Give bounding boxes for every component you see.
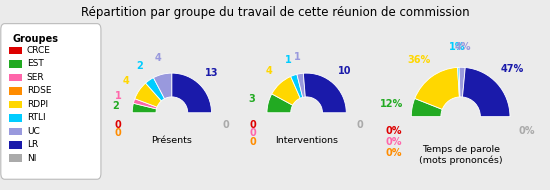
Wedge shape [134, 99, 157, 109]
Wedge shape [132, 103, 157, 113]
Bar [8, 141, 22, 149]
Text: 2: 2 [136, 61, 144, 71]
Text: 0: 0 [357, 120, 364, 130]
Text: 0: 0 [250, 128, 256, 138]
Bar [8, 74, 22, 81]
Wedge shape [458, 67, 460, 97]
Wedge shape [146, 78, 164, 101]
Text: EST: EST [27, 59, 43, 68]
Text: Interventions: Interventions [275, 136, 338, 145]
Text: 1: 1 [285, 55, 292, 65]
Text: 4: 4 [265, 66, 272, 76]
Wedge shape [463, 67, 510, 117]
Bar [8, 87, 22, 95]
Text: 47%: 47% [501, 64, 524, 74]
Text: 4%: 4% [455, 42, 471, 52]
Wedge shape [459, 67, 465, 97]
Text: 1%: 1% [449, 42, 465, 52]
Wedge shape [291, 74, 302, 98]
Text: 3: 3 [249, 94, 255, 104]
Wedge shape [272, 76, 300, 105]
Text: Répartition par groupe du travail de cette réunion de commission: Répartition par groupe du travail de cet… [81, 6, 469, 19]
Text: Présents: Présents [151, 136, 192, 145]
Text: Groupes: Groupes [12, 34, 58, 44]
Text: 0: 0 [115, 128, 122, 138]
Text: 2: 2 [113, 101, 119, 111]
Bar [8, 101, 22, 108]
Bar [8, 60, 22, 68]
Wedge shape [172, 73, 212, 113]
Wedge shape [304, 73, 346, 113]
Text: 4: 4 [122, 76, 129, 86]
Text: 4: 4 [155, 53, 162, 63]
Wedge shape [267, 94, 293, 113]
Text: 1: 1 [115, 91, 122, 101]
Text: 13: 13 [205, 68, 218, 78]
Wedge shape [135, 83, 161, 107]
Text: UC: UC [27, 127, 40, 136]
Text: 0%: 0% [519, 126, 536, 136]
Text: Temps de parole
(mots prononcés): Temps de parole (mots prononcés) [419, 145, 503, 165]
Text: 0%: 0% [386, 137, 402, 147]
Bar [8, 154, 22, 162]
Text: RDPI: RDPI [27, 100, 48, 109]
Text: 10: 10 [338, 66, 351, 76]
Bar [8, 47, 22, 54]
Text: 12%: 12% [380, 98, 404, 108]
Bar [8, 127, 22, 135]
Text: LR: LR [27, 140, 38, 149]
Wedge shape [411, 98, 442, 117]
FancyBboxPatch shape [1, 24, 101, 179]
Text: 1: 1 [294, 52, 301, 62]
Text: 0: 0 [250, 137, 256, 147]
Text: CRCE: CRCE [27, 46, 51, 55]
Text: RDSE: RDSE [27, 86, 51, 95]
Wedge shape [297, 73, 305, 97]
Text: NI: NI [27, 154, 36, 163]
Wedge shape [153, 73, 172, 99]
Text: 0: 0 [115, 120, 122, 130]
Text: 0%: 0% [386, 126, 402, 136]
Text: 0: 0 [250, 120, 256, 130]
Text: 36%: 36% [408, 55, 431, 65]
Text: RTLI: RTLI [27, 113, 46, 122]
Bar [8, 114, 22, 122]
Text: 0: 0 [222, 120, 229, 130]
Text: 0%: 0% [386, 148, 402, 158]
Text: SER: SER [27, 73, 45, 82]
Wedge shape [415, 67, 459, 109]
